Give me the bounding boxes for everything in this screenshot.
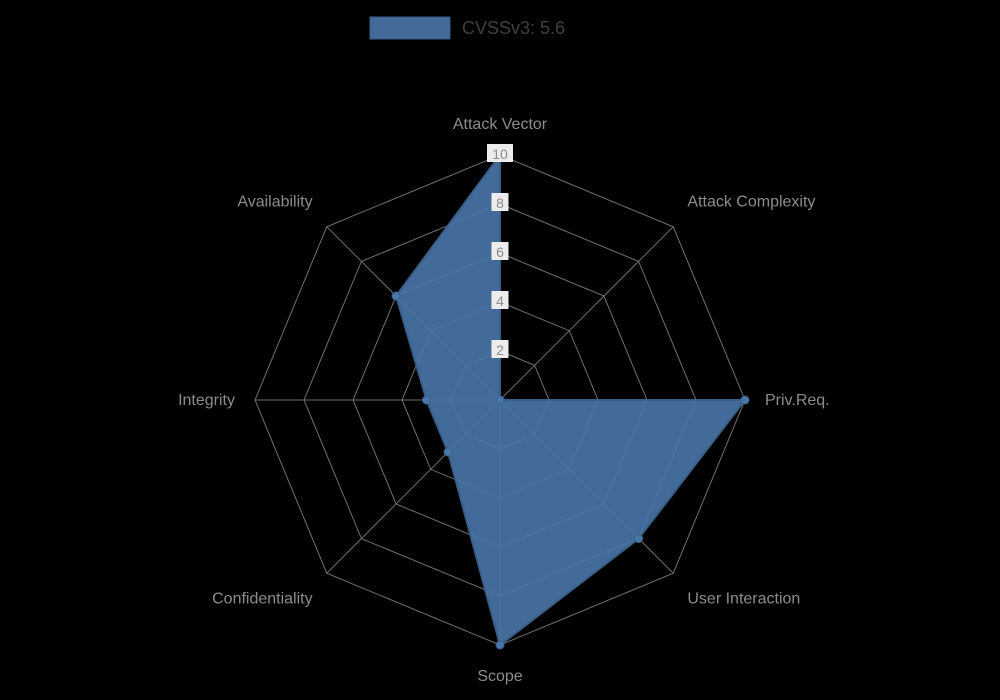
legend-swatch [370, 17, 450, 39]
series-point [496, 396, 504, 404]
axis-label: Integrity [178, 392, 235, 409]
legend-label: CVSSv3: 5.6 [462, 18, 565, 38]
series-point [392, 292, 400, 300]
axis-label: Scope [477, 668, 522, 685]
tick-label: 6 [496, 244, 504, 260]
axis-label: Attack Complexity [687, 194, 815, 211]
series-point [496, 641, 504, 649]
series-point [423, 396, 431, 404]
cvss-radar-chart: Attack Vector Attack Complexity Priv.Req. U… [0, 0, 1000, 700]
series-point [635, 535, 643, 543]
axis-label: User Interaction [687, 590, 800, 607]
tick-label: 2 [496, 342, 504, 358]
tick-label: 4 [496, 293, 504, 309]
tick-label: 10 [492, 146, 508, 162]
axis-label: Confidentiality [212, 590, 313, 607]
axis-label: Priv.Req. [765, 392, 830, 409]
legend: CVSSv3: 5.6 [370, 17, 565, 39]
series-point [444, 448, 452, 456]
axis-label: Availability [237, 194, 312, 211]
axis-label: Attack Vector [453, 116, 548, 133]
series-point [741, 396, 749, 404]
tick-label: 8 [496, 195, 504, 211]
